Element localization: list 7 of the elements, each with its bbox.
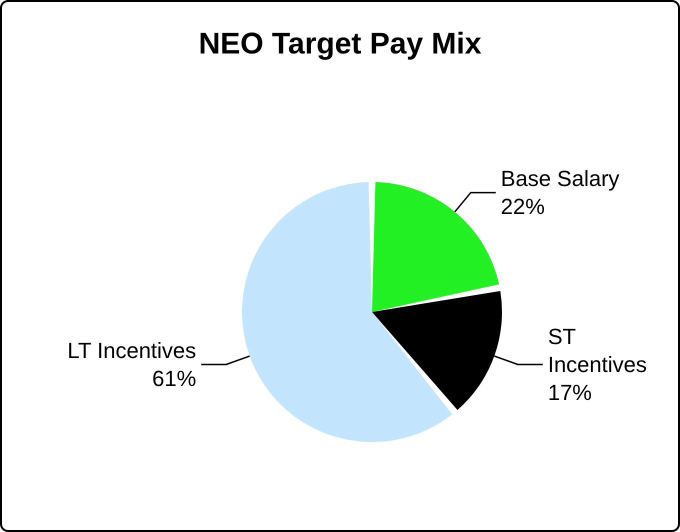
slice-label: ST Incentives [548, 324, 647, 378]
data-label: 61% [152, 366, 196, 392]
chart-title: NEO Target Pay Mix [198, 28, 482, 60]
slice-label: LT Incentives [67, 338, 196, 364]
data-label: 22% [500, 194, 545, 220]
data-label: 17% [548, 380, 592, 406]
slice-label: Base Salary [500, 166, 620, 192]
